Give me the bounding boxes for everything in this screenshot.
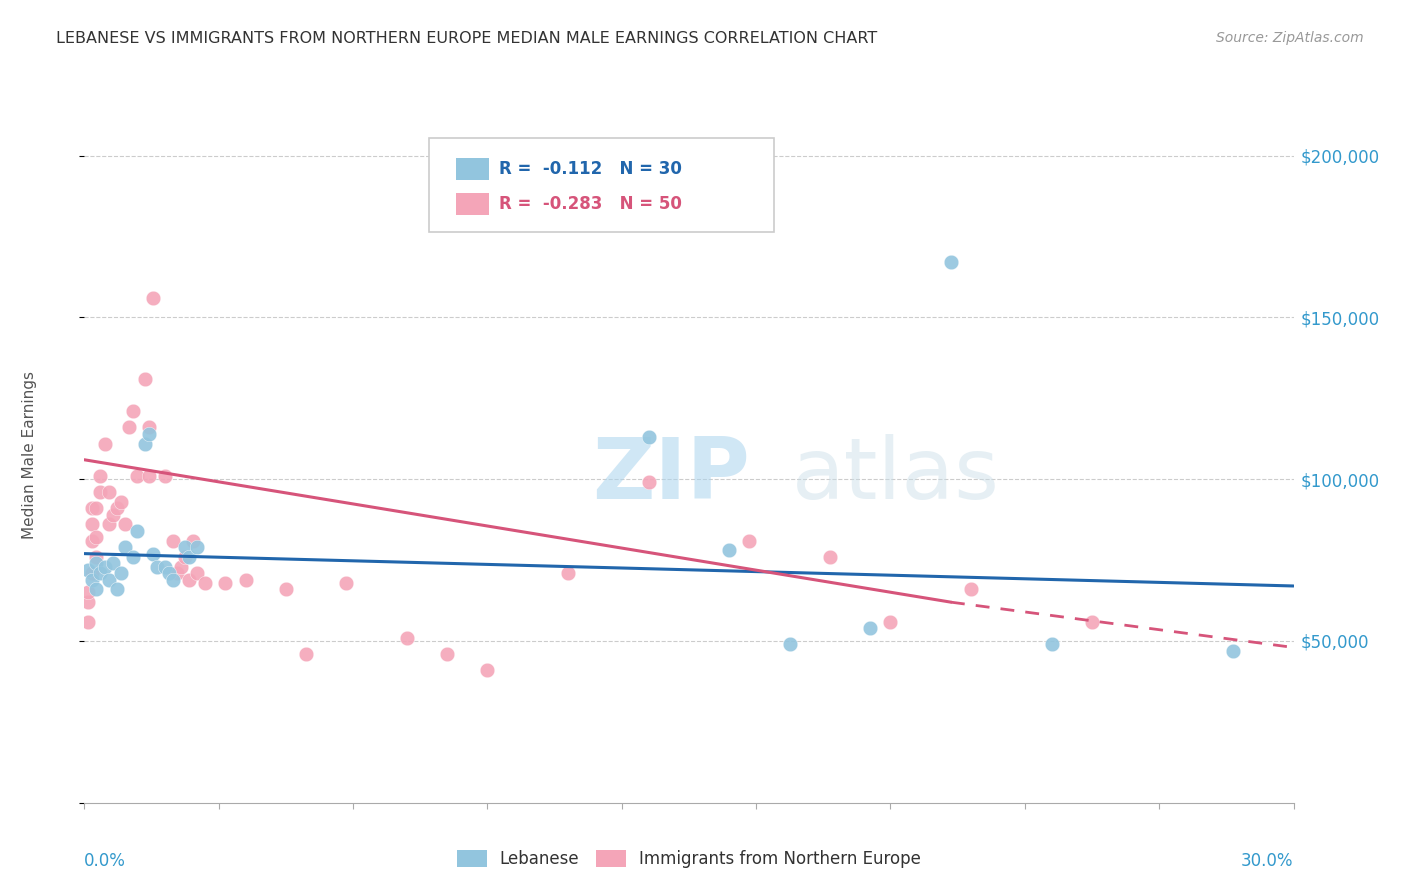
Point — [121, 549, 143, 564]
Point — [153, 469, 176, 483]
Point — [142, 291, 165, 305]
Point — [274, 582, 297, 597]
Point — [77, 615, 100, 629]
Point — [879, 615, 901, 629]
Point — [1081, 615, 1104, 629]
Point — [477, 663, 499, 677]
Point — [97, 485, 120, 500]
Point — [82, 501, 104, 516]
Point — [859, 621, 882, 635]
Point — [146, 559, 169, 574]
Point — [89, 566, 111, 580]
Point — [939, 255, 962, 269]
Point — [179, 549, 201, 564]
Point — [134, 372, 156, 386]
Point — [738, 533, 761, 548]
Point — [214, 575, 236, 590]
Point — [170, 559, 193, 574]
Point — [77, 585, 100, 599]
Point — [82, 573, 104, 587]
Legend: Lebanese, Immigrants from Northern Europe: Lebanese, Immigrants from Northern Europ… — [450, 843, 928, 874]
Point — [89, 485, 111, 500]
Text: 0.0%: 0.0% — [84, 852, 127, 870]
Bar — [456, 158, 489, 180]
Point — [335, 575, 357, 590]
FancyBboxPatch shape — [429, 138, 773, 232]
Text: Median Male Earnings: Median Male Earnings — [22, 371, 38, 539]
Point — [153, 559, 176, 574]
Point — [134, 436, 156, 450]
Text: Source: ZipAtlas.com: Source: ZipAtlas.com — [1216, 31, 1364, 45]
Point — [114, 517, 136, 532]
Point — [186, 566, 208, 580]
Point — [105, 501, 128, 516]
Text: R =  -0.112   N = 30: R = -0.112 N = 30 — [499, 160, 682, 178]
Point — [89, 469, 111, 483]
Point — [138, 426, 160, 441]
Point — [186, 540, 208, 554]
Point — [181, 533, 204, 548]
Point — [93, 436, 115, 450]
Point — [93, 559, 115, 574]
Point — [125, 524, 148, 538]
Point — [818, 549, 841, 564]
Point — [1222, 643, 1244, 657]
Point — [101, 508, 124, 522]
Point — [110, 566, 132, 580]
Point — [86, 582, 108, 597]
Point — [194, 575, 217, 590]
Point — [82, 566, 104, 580]
Point — [82, 517, 104, 532]
Point — [138, 420, 160, 434]
Point — [121, 404, 143, 418]
Point — [138, 469, 160, 483]
Point — [637, 475, 659, 490]
Text: ZIP: ZIP — [592, 434, 749, 517]
Text: atlas: atlas — [792, 434, 1000, 517]
Text: 30.0%: 30.0% — [1241, 852, 1294, 870]
Point — [157, 566, 180, 580]
Point — [125, 469, 148, 483]
Point — [82, 533, 104, 548]
Point — [718, 543, 741, 558]
Point — [162, 573, 184, 587]
Bar — [456, 194, 489, 216]
Point — [637, 430, 659, 444]
Point — [395, 631, 418, 645]
Point — [1040, 637, 1063, 651]
Point — [235, 573, 257, 587]
Point — [86, 557, 108, 571]
Point — [162, 533, 184, 548]
Point — [142, 547, 165, 561]
Point — [97, 573, 120, 587]
Text: LEBANESE VS IMMIGRANTS FROM NORTHERN EUROPE MEDIAN MALE EARNINGS CORRELATION CHA: LEBANESE VS IMMIGRANTS FROM NORTHERN EUR… — [56, 31, 877, 46]
Point — [86, 531, 108, 545]
Point — [114, 540, 136, 554]
Point — [105, 582, 128, 597]
Point — [166, 566, 188, 580]
Point — [101, 557, 124, 571]
Point — [960, 582, 983, 597]
Point — [179, 573, 201, 587]
Point — [436, 647, 458, 661]
Point — [97, 517, 120, 532]
Point — [77, 563, 100, 577]
Point — [110, 495, 132, 509]
Point — [174, 540, 197, 554]
Point — [779, 637, 801, 651]
Point — [86, 501, 108, 516]
Point — [295, 647, 318, 661]
Point — [174, 549, 197, 564]
Point — [118, 420, 141, 434]
Point — [86, 549, 108, 564]
Text: R =  -0.283   N = 50: R = -0.283 N = 50 — [499, 195, 682, 213]
Point — [557, 566, 579, 580]
Point — [77, 595, 100, 609]
